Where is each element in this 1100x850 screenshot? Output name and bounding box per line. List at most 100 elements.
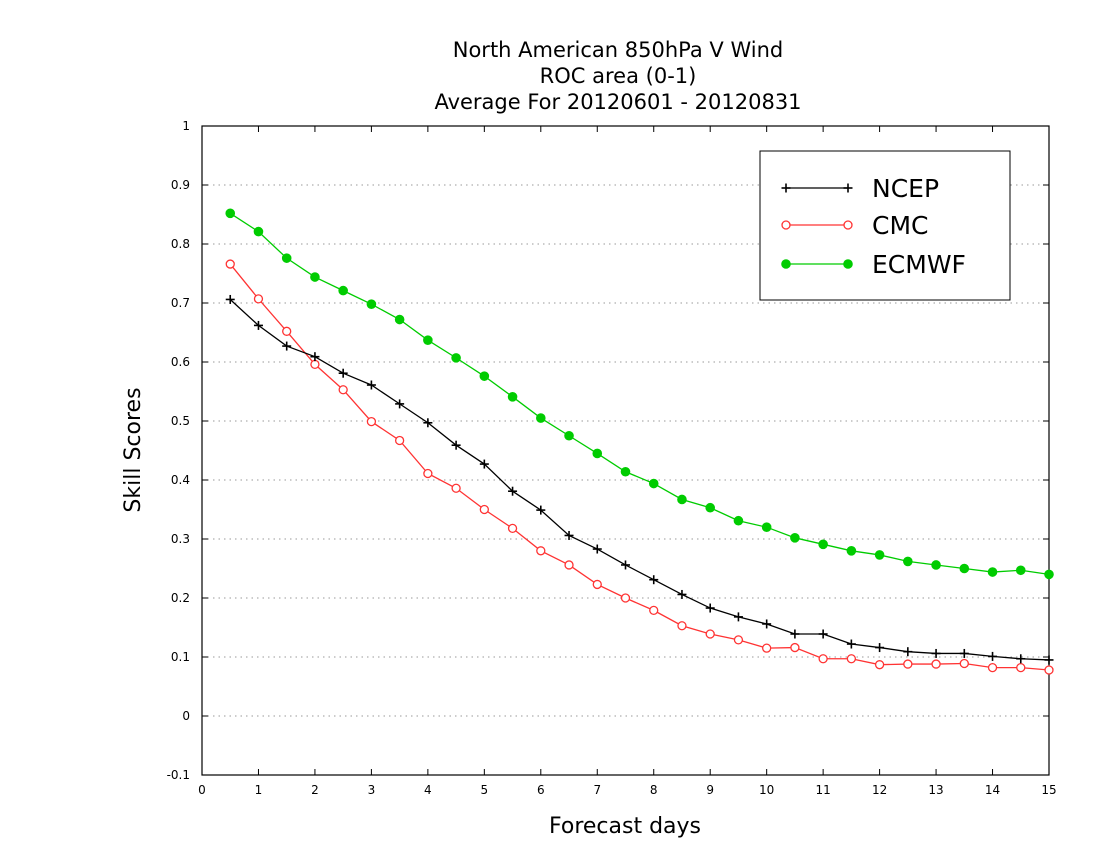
data-point-ecmwf [564,430,574,441]
data-point-ncep [931,648,941,658]
chart-title-line-2: ROC area (0-1) [540,64,697,88]
x-axis-label: Forecast days [549,814,701,839]
legend-label-cmc: CMC [872,211,928,240]
axis-ticks: -0.100.10.20.30.40.50.60.70.80.910 1 2 3 4 5 6… [167,119,1057,797]
data-point-cmc [987,662,998,673]
data-point-ncep [366,380,376,390]
data-point-cmc [649,605,659,616]
data-point-cmc [366,416,377,427]
data-point-ncep [649,575,659,585]
data-point-ncep [790,629,800,639]
y-tick-label: 0.7 [171,296,190,310]
data-point-ncep [253,320,263,330]
data-point-ncep [508,486,518,496]
legend-label-ncep: NCEP [872,174,939,203]
data-point-cmc [677,621,687,631]
data-point-cmc [1016,662,1026,673]
data-point-ncep [762,619,772,629]
data-point-ecmwf [987,567,998,577]
data-point-ncep [818,629,828,639]
legend-marker-cmc [781,220,791,230]
y-axis-label: Skill Scores [121,387,146,512]
data-point-cmc [564,560,574,570]
legend: NCEP CMC ECMWF [759,150,1011,301]
legend-box [759,150,1011,301]
data-point-cmc [959,658,969,669]
data-point-cmc [1044,665,1054,675]
data-point-ecmwf [338,285,348,296]
data-point-ecmwf [677,494,687,505]
plot-frame [201,125,1050,776]
data-point-cmc [733,635,744,645]
x-tick-label: 9 [706,783,714,797]
data-point-ncep [677,589,687,599]
x-tick-label: 7 [593,783,601,797]
chart-title-line-3: Average For 20120601 - 20120831 [434,90,801,114]
data-point-ncep [225,294,235,304]
data-point-ecmwf [903,556,913,567]
data-point-cmc [790,642,800,653]
data-point-ecmwf [310,272,320,282]
data-point-ecmwf [705,502,716,513]
x-tick-label: 3 [368,783,376,797]
data-point-cmc [846,654,857,664]
series-line-ncep [229,298,1050,661]
y-tick-label: 0.6 [171,355,190,369]
data-point-ncep [1016,654,1026,664]
data-point-ncep [282,341,292,351]
data-point-cmc [874,660,885,670]
data-point-cmc [536,546,546,556]
data-point-ecmwf [479,371,490,381]
data-point-ecmwf [761,522,772,533]
data-point-ecmwf [818,539,828,550]
y-tick-label: 0.5 [171,414,190,428]
data-point-ncep [988,651,998,661]
data-point-cmc [507,523,518,534]
legend-marker-ecmwf [781,259,791,269]
data-point-ncep [310,352,320,362]
data-point-ecmwf [536,413,546,423]
x-tick-label: 12 [872,783,887,797]
data-point-cmc [931,659,941,669]
data-point-cmc [225,259,235,269]
data-point-ecmwf [931,560,941,570]
data-point-ecmwf [423,335,433,345]
x-tick-label: 14 [985,783,1000,797]
data-point-ncep [592,544,602,554]
y-tick-label: 0 [182,709,190,723]
data-point-cmc [423,468,433,479]
data-point-cmc [338,385,348,395]
data-point-ncep [338,368,348,378]
x-tick-label: 10 [759,783,774,797]
data-point-ecmwf [790,533,800,543]
data-point-cmc [903,659,913,669]
legend-marker-ncep [843,183,853,193]
y-tick-label: -0.1 [167,768,190,782]
y-tick-label: 0.8 [171,237,190,251]
data-point-ncep [395,399,405,409]
data-point-ncep [479,459,489,469]
legend-marker-ecmwf [843,259,853,269]
data-point-cmc [253,294,264,304]
data-point-cmc [479,504,489,515]
legend-label-ecmwf: ECMWF [872,250,966,279]
x-tick-label: 11 [815,783,830,797]
legend-marker-cmc [843,220,853,230]
data-point-ecmwf [253,226,264,237]
data-point-ncep [705,603,715,613]
data-point-ncep [1044,655,1054,665]
x-tick-label: 13 [928,783,943,797]
x-tick-label: 8 [650,783,658,797]
data-point-ecmwf [366,299,377,309]
y-tick-label: 0.2 [171,591,190,605]
data-point-ncep [536,505,546,515]
data-point-cmc [705,629,715,639]
x-tick-label: 2 [311,783,319,797]
x-tick-label: 15 [1041,783,1056,797]
data-point-ecmwf [874,550,885,560]
y-tick-label: 0.9 [171,178,190,192]
data-point-ncep [875,643,885,653]
series-layer [225,208,1054,675]
